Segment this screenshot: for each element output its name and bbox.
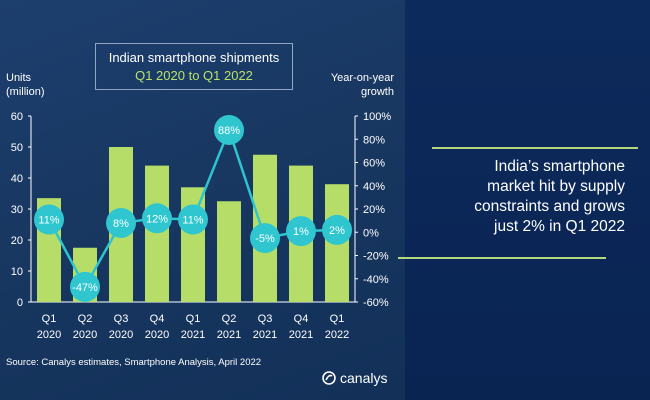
- growth-label: 12%: [146, 213, 168, 225]
- chart-svg: 0 10 20 30 40 50 60 -60% -40% -20% 0% 20% 40% 60% 80% 1…: [11, 111, 392, 341]
- x-tick-label-year: 2020: [37, 329, 61, 341]
- growth-marker: [142, 203, 172, 234]
- x-tick-label-year: 2021: [181, 329, 205, 341]
- left-tick-label: 60: [11, 111, 23, 123]
- right-tick-label: 80%: [363, 134, 385, 146]
- x-tick-label-quarter: Q1: [330, 313, 345, 325]
- right-tick-label: 100%: [363, 111, 391, 123]
- growth-label: 11%: [182, 214, 203, 226]
- bar: [217, 201, 241, 302]
- source-note: Source: Canalys estimates, Smartphone An…: [6, 357, 262, 368]
- x-tick-label-year: 2020: [73, 329, 97, 341]
- growth-label: 1%: [293, 226, 309, 238]
- headline-line-1: India’s smartphone: [494, 158, 625, 175]
- right-tick-label: -40%: [363, 274, 389, 286]
- headline-line-2: market hit by supply: [487, 178, 625, 195]
- chart-title: Indian smartphone shipments: [108, 50, 280, 65]
- x-tick-label-quarter: Q2: [222, 313, 237, 325]
- growth-marker: [34, 204, 64, 235]
- left-axis-title-line1: Units: [6, 72, 32, 84]
- chart-subtitle: Q1 2020 to Q1 2022: [135, 68, 253, 83]
- growth-label: 2%: [329, 225, 345, 237]
- x-tick-label-quarter: Q1: [186, 313, 201, 325]
- right-tick-label: 20%: [363, 204, 385, 216]
- growth-label: 88%: [218, 125, 240, 137]
- x-tick-label-quarter: Q2: [78, 313, 93, 325]
- x-tick-label-quarter: Q1: [42, 313, 57, 325]
- right-tick-label: 0%: [363, 227, 379, 239]
- growth-marker: [286, 216, 316, 247]
- right-axis-title-line1: Year-on-year: [330, 72, 394, 84]
- left-tick-label: 30: [11, 204, 23, 216]
- growth-marker: [106, 207, 136, 238]
- growth-marker: [70, 271, 100, 302]
- growth-marker: [178, 204, 208, 235]
- growth-marker: [214, 114, 244, 145]
- x-tick-label-quarter: Q4: [294, 313, 309, 325]
- left-tick-label: 10: [11, 266, 23, 278]
- x-tick-label-year: 2021: [289, 329, 313, 341]
- right-axis-title: Year-on-year growth: [318, 71, 394, 99]
- right-tick-label: -60%: [363, 297, 389, 309]
- canalys-logo-icon: [322, 371, 336, 385]
- growth-marker: [322, 214, 352, 245]
- x-tick-label-quarter: Q4: [150, 313, 165, 325]
- right-tick-label: -20%: [363, 251, 389, 263]
- x-tick-label-quarter: Q3: [114, 313, 129, 325]
- canalys-logo: canalys: [322, 370, 387, 386]
- left-axis-title: Units (million): [6, 71, 45, 99]
- x-tick-label-quarter: Q3: [258, 313, 273, 325]
- logo-text: canalys: [340, 370, 388, 386]
- x-tick-label-year: 2020: [145, 329, 169, 341]
- x-tick-label-year: 2022: [325, 329, 349, 341]
- headline-panel: [405, 0, 650, 400]
- growth-label: -47%: [72, 282, 98, 294]
- right-tick-label: 40%: [363, 181, 385, 193]
- headline-line-3: constraints and grows: [474, 198, 625, 215]
- bar: [145, 165, 169, 302]
- left-tick-label: 50: [11, 142, 23, 154]
- headline-line-4: just 2% in Q1 2022: [494, 218, 625, 235]
- x-tick-label-year: 2021: [217, 329, 241, 341]
- chart-title-box: Indian smartphone shipments Q1 2020 to Q…: [95, 43, 293, 90]
- growth-marker: [250, 223, 280, 254]
- left-tick-label: 0: [17, 297, 23, 309]
- growth-label: 8%: [113, 218, 129, 230]
- left-axis-title-line2: (million): [6, 86, 45, 98]
- headline-rule-bottom: [398, 257, 606, 259]
- right-tick-label: 60%: [363, 158, 385, 170]
- right-axis-title-line2: growth: [360, 86, 394, 98]
- x-tick-label-year: 2021: [253, 329, 277, 341]
- headline-rule-top: [432, 147, 638, 149]
- growth-label: -5%: [255, 233, 275, 245]
- left-tick-label: 40: [11, 173, 23, 185]
- growth-label: 11%: [38, 214, 59, 226]
- x-tick-label-year: 2020: [109, 329, 133, 341]
- headline: India’s smartphone market hit by supply …: [425, 157, 625, 237]
- left-tick-label: 20: [11, 235, 23, 247]
